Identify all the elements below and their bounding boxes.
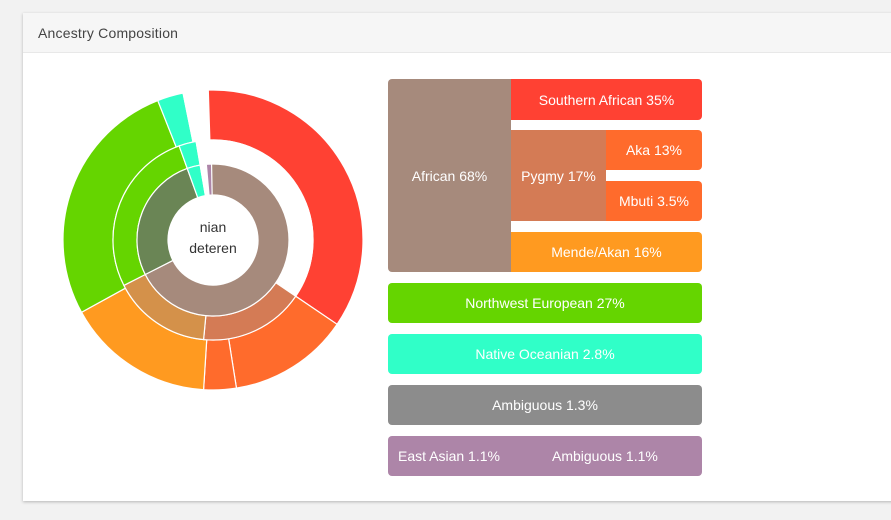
chart-center — [168, 195, 258, 285]
bar-pygmy[interactable]: Pygmy 17% — [511, 130, 606, 221]
center-label-line-1: nian — [200, 219, 226, 235]
ancestry-composition-panel: Ancestry Composition nian deteren Africa… — [23, 13, 891, 501]
bar-african-label: African 68% — [411, 167, 488, 184]
bar-southern-african[interactable]: Southern African 35% — [511, 79, 702, 120]
bar-southern-african-label: Southern African 35% — [538, 91, 675, 108]
panel-title: Ancestry Composition — [38, 24, 179, 41]
bar-pygmy-label: Pygmy 17% — [521, 167, 596, 184]
bar-mende-akan[interactable]: Mende/Akan 16% — [511, 232, 702, 272]
bar-east-asian-label: East Asian 1.1% — [398, 448, 500, 464]
ancestry-sunburst-chart[interactable]: nian deteren — [58, 85, 368, 395]
bar-mbuti[interactable]: Mbuti 3.5% — [606, 181, 702, 221]
bar-east-asian[interactable]: East Asian 1.1% Ambiguous 1.1% — [388, 436, 702, 476]
bar-ambiguous-label: Ambiguous 1.3% — [492, 397, 598, 413]
bar-mende-akan-label: Mende/Akan 16% — [551, 244, 662, 260]
bar-aka[interactable]: Aka 13% — [606, 130, 702, 170]
bar-east-asian-ambiguous-label: Ambiguous 1.1% — [552, 448, 658, 464]
bar-african[interactable]: African 68% — [388, 79, 511, 272]
panel-header: Ancestry Composition — [23, 13, 891, 53]
bar-native-oceanian-label: Native Oceanian 2.8% — [475, 346, 615, 362]
bar-aka-label: Aka 13% — [625, 142, 683, 158]
bar-ambiguous[interactable]: Ambiguous 1.3% — [388, 385, 702, 425]
bar-northwest-european-label: Northwest European 27% — [465, 295, 625, 311]
bar-mbuti-label: Mbuti 3.5% — [618, 193, 690, 209]
bar-northwest-european[interactable]: Northwest European 27% — [388, 283, 702, 323]
bar-native-oceanian[interactable]: Native Oceanian 2.8% — [388, 334, 702, 374]
center-label-line-2: deteren — [189, 240, 236, 256]
